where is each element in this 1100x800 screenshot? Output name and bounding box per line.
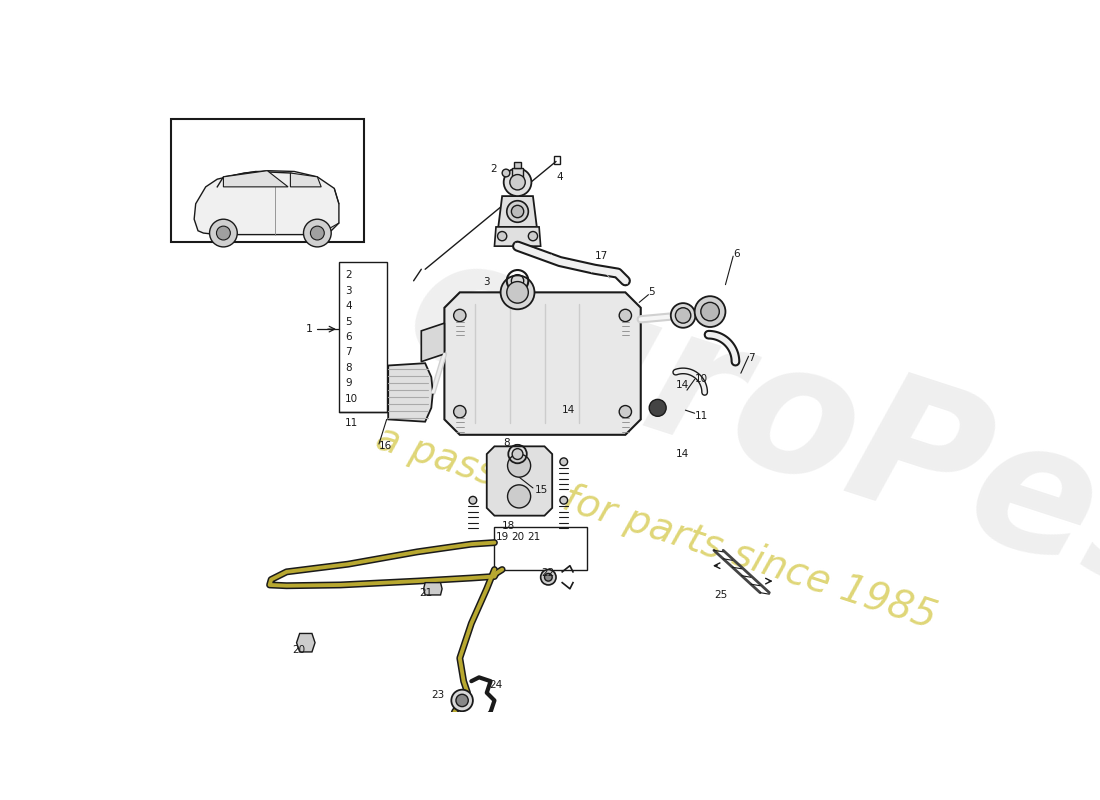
Text: 1: 1 — [306, 324, 312, 334]
Text: 21: 21 — [527, 532, 540, 542]
Text: 25: 25 — [714, 590, 727, 600]
Text: 10: 10 — [345, 394, 359, 404]
Text: 10: 10 — [695, 374, 707, 384]
Circle shape — [507, 201, 528, 222]
Text: 16: 16 — [378, 442, 393, 451]
Circle shape — [544, 574, 552, 581]
Text: 8: 8 — [345, 363, 352, 373]
Text: 14: 14 — [562, 405, 575, 415]
Circle shape — [649, 399, 667, 416]
Polygon shape — [486, 446, 552, 516]
Text: 6: 6 — [733, 249, 740, 259]
Polygon shape — [424, 582, 442, 595]
Bar — [339, 262, 387, 412]
Circle shape — [619, 310, 631, 322]
Bar — [495, 527, 587, 570]
Circle shape — [507, 282, 528, 303]
Text: 7: 7 — [749, 353, 756, 363]
Circle shape — [310, 226, 324, 240]
Circle shape — [675, 308, 691, 323]
Circle shape — [560, 458, 568, 466]
Circle shape — [502, 169, 510, 177]
Text: 17: 17 — [594, 251, 608, 261]
Polygon shape — [495, 227, 541, 246]
Bar — [515, 162, 520, 168]
Circle shape — [507, 454, 530, 477]
Text: 9: 9 — [345, 378, 352, 388]
Text: 7: 7 — [345, 347, 352, 358]
Circle shape — [509, 174, 526, 190]
Text: 4: 4 — [345, 302, 352, 311]
Text: euroPes: euroPes — [387, 217, 1100, 638]
Circle shape — [453, 406, 466, 418]
Circle shape — [217, 226, 230, 240]
Text: 14: 14 — [675, 380, 689, 390]
Circle shape — [701, 302, 719, 321]
Circle shape — [512, 206, 524, 218]
Polygon shape — [498, 196, 537, 227]
Text: 5: 5 — [345, 317, 352, 326]
Text: 11: 11 — [345, 418, 359, 428]
Circle shape — [504, 168, 531, 196]
Circle shape — [500, 275, 535, 310]
Text: 2: 2 — [345, 270, 352, 281]
Polygon shape — [388, 363, 433, 422]
Circle shape — [451, 690, 473, 711]
Text: 24: 24 — [490, 680, 503, 690]
Text: 4: 4 — [556, 172, 563, 182]
Polygon shape — [290, 173, 321, 187]
Circle shape — [619, 406, 631, 418]
Bar — [172, 119, 363, 242]
Text: 2: 2 — [491, 164, 497, 174]
Text: 11: 11 — [695, 410, 708, 421]
Text: 8: 8 — [504, 438, 510, 447]
Text: 20: 20 — [512, 532, 525, 542]
Circle shape — [528, 231, 538, 241]
Polygon shape — [444, 292, 640, 435]
Circle shape — [304, 219, 331, 247]
Text: a passion for parts since 1985: a passion for parts since 1985 — [372, 418, 942, 636]
Text: 6: 6 — [345, 332, 352, 342]
Polygon shape — [421, 323, 444, 362]
Polygon shape — [195, 170, 339, 234]
Text: 22: 22 — [541, 568, 556, 578]
Text: 23: 23 — [431, 690, 444, 700]
Circle shape — [455, 694, 469, 706]
Circle shape — [695, 296, 726, 327]
Circle shape — [560, 496, 568, 504]
Text: 5: 5 — [649, 287, 656, 298]
Polygon shape — [297, 634, 315, 652]
Text: 3: 3 — [345, 286, 352, 296]
Circle shape — [513, 449, 522, 459]
Bar — [513, 168, 522, 177]
Text: 21: 21 — [419, 588, 432, 598]
Polygon shape — [223, 170, 288, 187]
Text: 15: 15 — [535, 486, 548, 495]
Circle shape — [507, 485, 530, 508]
Bar — [553, 156, 560, 164]
Text: 20: 20 — [293, 646, 306, 655]
Text: 3: 3 — [483, 278, 490, 287]
Circle shape — [671, 303, 695, 328]
Text: 19: 19 — [496, 532, 509, 542]
Circle shape — [209, 219, 238, 247]
Circle shape — [497, 231, 507, 241]
Circle shape — [541, 570, 557, 585]
Circle shape — [453, 310, 466, 322]
Circle shape — [469, 496, 476, 504]
Text: 14: 14 — [675, 449, 689, 459]
Text: 18: 18 — [502, 521, 516, 530]
